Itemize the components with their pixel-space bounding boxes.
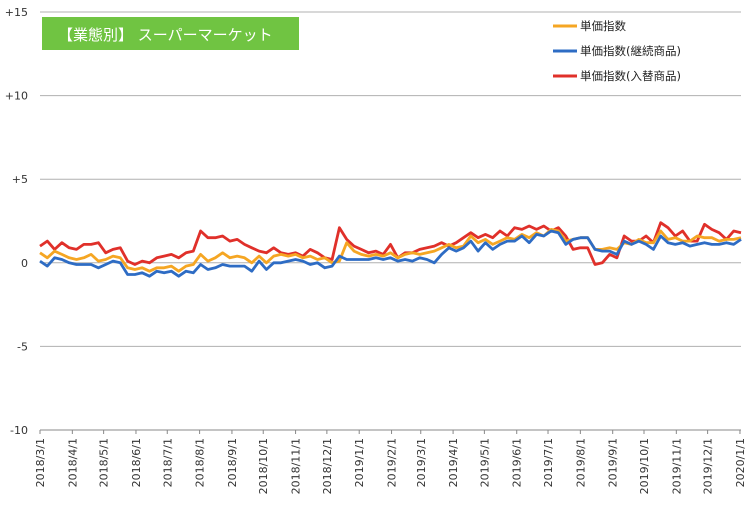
chart-title-background bbox=[42, 17, 299, 50]
legend-label-unit-price: 単価指数 bbox=[580, 19, 626, 33]
y-tick-label: -10 bbox=[10, 424, 28, 437]
x-tick-label: 2018/11/1 bbox=[290, 438, 303, 494]
series-lines bbox=[39, 221, 742, 278]
x-tick-label: 2019/10/1 bbox=[638, 438, 651, 494]
y-tick-label: -5 bbox=[17, 340, 28, 353]
x-tick-label: 2020/1/1 bbox=[734, 438, 745, 487]
x-tick-label: 2018/6/1 bbox=[130, 438, 143, 487]
x-tick-label: 2019/5/1 bbox=[478, 438, 491, 487]
y-tick-label: +15 bbox=[5, 6, 28, 19]
x-axis-ticks: 2018/3/1 2018/4/1 2018/5/1 2018/6/1 2018/7/1… bbox=[34, 430, 745, 494]
x-tick-label: 2018/7/1 bbox=[161, 438, 174, 487]
x-tick-label: 2019/11/1 bbox=[670, 438, 683, 494]
x-tick-label: 2019/12/1 bbox=[702, 438, 715, 494]
chart-title-box: 【業態別】 スーパーマーケット bbox=[42, 17, 299, 50]
y-axis-ticks: +15 +10 +5 0 -5 -10 bbox=[5, 6, 28, 437]
x-tick-label: 2018/5/1 bbox=[98, 438, 111, 487]
chart-title: 【業態別】 スーパーマーケット bbox=[58, 26, 273, 44]
legend-label-continuing: 単価指数(継続商品) bbox=[580, 44, 681, 58]
x-tick-label: 2019/1/1 bbox=[353, 438, 366, 487]
x-tick-label: 2019/4/1 bbox=[447, 438, 460, 487]
y-tick-label: +10 bbox=[5, 90, 28, 103]
x-tick-label: 2018/3/1 bbox=[34, 438, 47, 487]
y-tick-label: 0 bbox=[21, 257, 28, 270]
legend: 単価指数 単価指数(継続商品) 単価指数(入替商品) bbox=[553, 19, 681, 83]
x-tick-label: 2019/9/1 bbox=[607, 438, 620, 487]
y-tick-label: +5 bbox=[12, 173, 28, 186]
x-tick-label: 2018/12/1 bbox=[321, 438, 334, 494]
series-line-unit-price bbox=[39, 227, 742, 273]
x-tick-label: 2019/7/1 bbox=[542, 438, 555, 487]
series-line-continuing bbox=[39, 229, 742, 278]
x-tick-label: 2018/10/1 bbox=[257, 438, 270, 494]
legend-label-replacement: 単価指数(入替商品) bbox=[580, 69, 681, 83]
x-tick-label: 2019/2/1 bbox=[386, 438, 399, 487]
grid-lines bbox=[40, 11, 741, 347]
series-line-replacement bbox=[39, 221, 742, 266]
x-tick-label: 2019/3/1 bbox=[415, 438, 428, 487]
x-tick-label: 2019/8/1 bbox=[574, 438, 587, 487]
x-tick-label: 2019/6/1 bbox=[511, 438, 524, 487]
x-tick-label: 2018/4/1 bbox=[66, 438, 79, 487]
x-tick-label: 2018/8/1 bbox=[194, 438, 207, 487]
x-tick-label: 2018/9/1 bbox=[226, 438, 239, 487]
